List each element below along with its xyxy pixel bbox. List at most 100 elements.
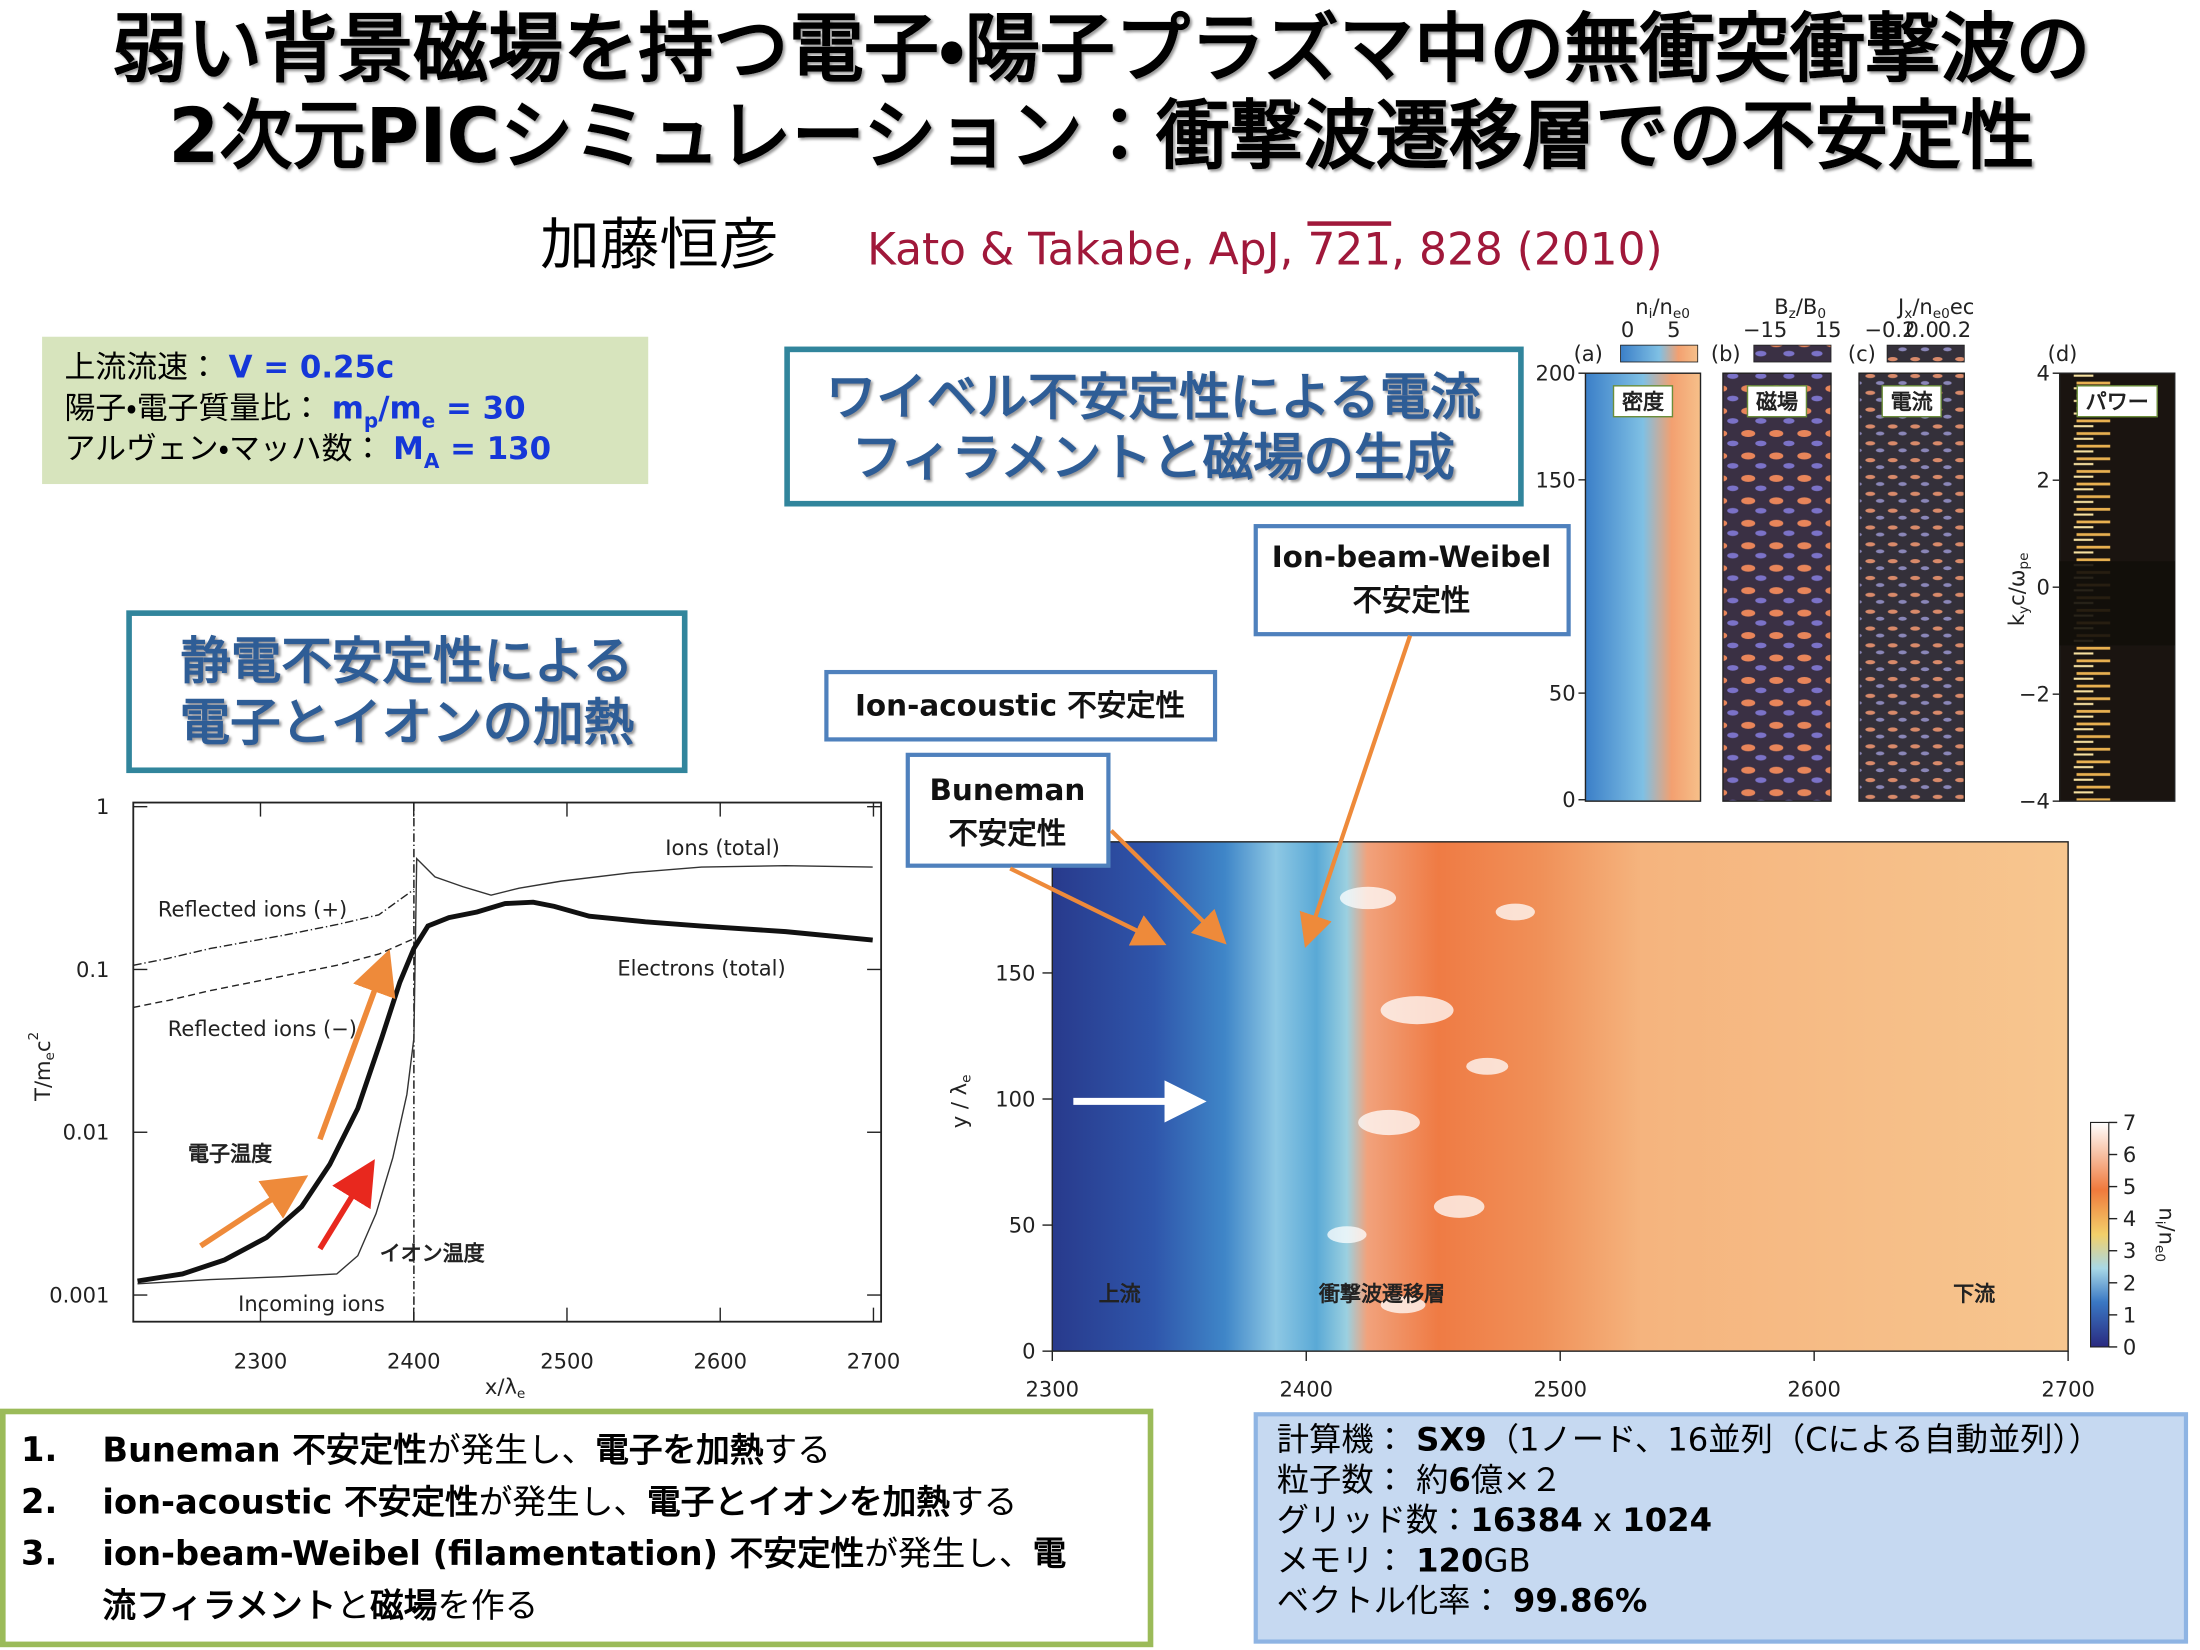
text-run: 流フィラメント: [102, 1586, 336, 1625]
y-tick-label: 100: [995, 1087, 1035, 1112]
text-run: グリッド数：: [1277, 1501, 1471, 1539]
text-run: する: [764, 1430, 831, 1469]
list-number: 1.: [21, 1430, 57, 1469]
callout-box: [905, 752, 1111, 868]
y-tick-label: 0.001: [49, 1283, 109, 1308]
text-run: 計算機：: [1277, 1421, 1416, 1459]
parameter: 上流流速： V = 0.25c: [65, 350, 395, 386]
annotation: イオン温度: [380, 1240, 486, 1265]
colorbar-tick-label: 0.2: [1938, 317, 1971, 342]
text-run: e: [422, 408, 436, 432]
list-text: 流フィラメントと磁場を作る: [102, 1586, 538, 1625]
panel-letter: (b): [1711, 341, 1741, 366]
text-run: = 30: [435, 390, 525, 426]
text-run: 1024: [1622, 1501, 1712, 1539]
colorbar-tick-label: −0.2: [1864, 317, 1915, 342]
text-run: /n: [2155, 1225, 2180, 1245]
mini-colorbar: [1886, 344, 1965, 363]
text-run: ec: [1950, 293, 1975, 318]
panel-label-box: [1881, 385, 1942, 418]
panel-label-box: [2076, 385, 2158, 418]
text-run: e0: [1933, 306, 1950, 322]
colorbar-tick-label: 5: [1667, 317, 1680, 342]
text-run: T/m: [30, 1060, 55, 1101]
y-tick-label: 0: [2036, 575, 2049, 600]
summary-box: [0, 1408, 1154, 1648]
text-run: 2: [26, 1032, 42, 1041]
text-run: A: [424, 449, 440, 473]
callout-text: Ion-acoustic 不安定性: [855, 689, 1185, 723]
panel: [1722, 372, 1832, 802]
text-run: pe: [2016, 552, 2032, 569]
text-run: 6: [1448, 1461, 1470, 1499]
colorbar-tick-label: 6: [2123, 1142, 2136, 1167]
colorbar: [2090, 1121, 2110, 1348]
panel-label: 電流: [1891, 389, 1933, 414]
text-run: 電: [1033, 1534, 1067, 1573]
text-run: k: [2004, 613, 2029, 626]
text-run: 電子とイオンを加熱: [647, 1482, 950, 1521]
x-tick-label: 2400: [1279, 1377, 1333, 1402]
x-tick-label: 2700: [2041, 1377, 2095, 1402]
text-run: e: [517, 1386, 525, 1402]
list-number: 2.: [21, 1482, 57, 1521]
arrow: [1299, 634, 1413, 949]
callout-box: [1253, 524, 1571, 637]
text-run: B: [1774, 293, 1788, 318]
text-run: Buneman 不安定性: [102, 1430, 426, 1469]
y-tick-label: 0.01: [63, 1120, 110, 1145]
region-label: 下流: [1953, 1281, 1995, 1306]
arrow: [317, 949, 396, 1141]
x-tick-label: 2600: [1787, 1377, 1841, 1402]
text-run: 120: [1416, 1541, 1483, 1579]
curve-label: Electrons (total): [617, 956, 785, 981]
colorbar-label: Jx/ne0ec: [1896, 293, 1974, 322]
spec-row: 粒子数： 約6億×２: [1277, 1461, 1563, 1499]
colorbar-tick-label: 7: [2123, 1110, 2136, 1135]
colorbar-label: Bz/B0: [1774, 293, 1826, 322]
callout-text: 不安定性: [948, 816, 1066, 850]
panel-letter: (c): [1848, 341, 1876, 366]
curve-label: Reflected ions (−): [168, 1016, 357, 1041]
spec-box: [1253, 1412, 2189, 1644]
panel-label: パワー: [2086, 389, 2149, 414]
curve-label: Reflected ions (+): [158, 897, 347, 922]
text-run: （1ノード、16並列（Cによる自動並列））: [1487, 1421, 2101, 1459]
y-tick-label: 150: [1535, 467, 1575, 492]
text-run: 721: [1307, 222, 1391, 275]
text-run: z: [1789, 306, 1796, 322]
text-run: V = 0.25c: [229, 350, 395, 386]
spec-list: 計算機： SX9（1ノード、16並列（Cによる自動並列））粒子数： 約6億×２グ…: [1277, 1421, 2101, 1620]
callout-box: [126, 610, 688, 774]
curve-label: Ions (total): [665, 835, 780, 860]
annotation: 電子温度: [188, 1141, 273, 1166]
citation: Kato & Takabe, ApJ, 721, 828 (2010): [867, 222, 1663, 275]
list-number: 3.: [21, 1534, 57, 1573]
y-tick-label: 0.1: [76, 957, 109, 982]
colorbar-tick-label: 2: [2123, 1270, 2136, 1295]
text-run: n: [2155, 1207, 2180, 1220]
parameter: 陽子・電子質量比： mp/me = 30: [65, 390, 526, 432]
text-run: c: [30, 1040, 55, 1052]
x-tick-label: 2500: [540, 1348, 594, 1373]
colorbar-tick-label: 5: [2123, 1174, 2136, 1199]
colorbar-tick-label: 4: [2123, 1206, 2136, 1231]
text-run: と: [336, 1586, 370, 1625]
text-run: m: [332, 390, 364, 426]
panel-label-box: [1612, 385, 1674, 418]
text-run: = 130: [439, 431, 551, 467]
title: 2次元PICシミュレーション：衝撃波遷移層での不安定性: [168, 92, 2034, 180]
list-text: ion-beam-Weibel (filamentation) 不安定性が発生し…: [102, 1534, 1066, 1573]
text-run: 億×２: [1471, 1461, 1563, 1499]
text-run: e0: [2152, 1245, 2168, 1262]
text-run: , 828 (2010): [1391, 222, 1662, 275]
panel: [1584, 372, 1702, 802]
callout-box: [824, 669, 1218, 742]
colorbar-tick-label: −15: [1743, 317, 1787, 342]
text-run: i: [2152, 1221, 2168, 1225]
y-tick-label: −4: [2019, 789, 2050, 814]
region-label: 上流: [1099, 1281, 1141, 1306]
